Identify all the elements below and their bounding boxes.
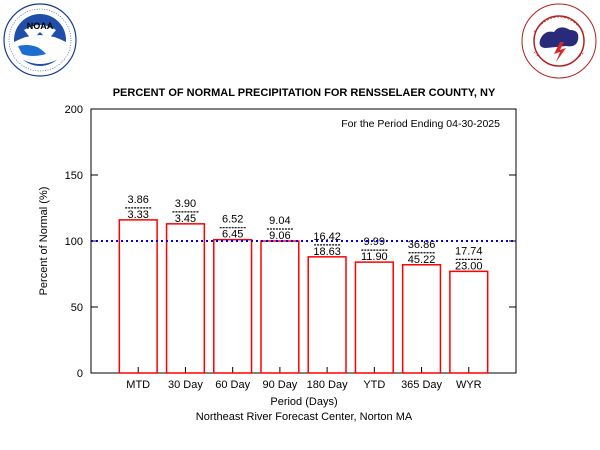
y-tick-label: 200 — [65, 104, 83, 116]
x-axis-label: Period (Days) — [270, 396, 337, 408]
normal-value-label: 6.45 — [222, 229, 243, 241]
chart-subtitle: For the Period Ending 04-30-2025 — [341, 118, 500, 130]
normal-value-label: 23.00 — [455, 260, 483, 272]
x-tick-label: 90 Day — [262, 379, 297, 391]
value-label: 36.86 45.22 — [408, 239, 436, 266]
noaa-logo-icon: NOAA — [3, 3, 77, 77]
bar — [354, 261, 394, 374]
normal-value-label: 3.45 — [175, 213, 196, 225]
x-tick-label: 60 Day — [215, 379, 250, 391]
observed-value-label: 9.04 — [269, 215, 290, 227]
bar — [165, 223, 206, 374]
x-tick-label: MTD — [126, 379, 150, 391]
value-label: 9.99 11.90 — [361, 236, 388, 263]
normal-value-label: 9.06 — [269, 230, 290, 242]
bar — [449, 270, 489, 374]
bar — [307, 256, 347, 374]
x-tick-label: 365 Day — [401, 379, 442, 391]
observed-value-label: 9.99 — [364, 236, 385, 248]
noaa-logo-text: NOAA — [27, 21, 54, 31]
x-tick-label: WYR — [456, 379, 482, 391]
chart-title: PERCENT OF NORMAL PRECIPITATION FOR RENS… — [113, 87, 496, 99]
y-tick-label: 0 — [77, 368, 83, 380]
bars: 3.86 3.33 3.90 3.45 6.52 6.45 9.04 9.06 16.42 18.… — [118, 194, 489, 374]
x-tick-label: YTD — [363, 379, 385, 391]
bar — [213, 238, 253, 374]
observed-value-label: 16.42 — [313, 231, 341, 243]
observed-value-label: 3.86 — [128, 194, 149, 206]
value-label: 16.42 18.63 — [313, 231, 341, 258]
value-label: 17.74 23.00 — [455, 245, 483, 272]
value-label: 9.04 9.06 — [266, 215, 293, 242]
x-tick-label: 180 Day — [307, 379, 348, 391]
normal-value-label: 45.22 — [408, 254, 436, 266]
normal-value-label: 18.63 — [313, 246, 341, 258]
bar — [401, 264, 442, 374]
value-label: 6.52 6.45 — [219, 214, 246, 241]
y-tick-label: 50 — [71, 302, 83, 314]
normal-value-label: 11.90 — [361, 251, 388, 263]
y-tick-label: 100 — [65, 236, 83, 248]
credit-line: Northeast River Forecast Center, Norton … — [196, 411, 413, 423]
y-axis-label: Percent of Normal (%) — [38, 187, 50, 296]
y-axis: 0 50 100 150 200 — [65, 104, 516, 380]
x-axis: MTD 30 Day 60 Day 90 Day 180 Day YTD 365 Day WY… — [126, 367, 482, 391]
x-tick-label: 30 Day — [168, 379, 203, 391]
value-label: 3.86 3.33 — [125, 194, 152, 221]
observed-value-label: 6.52 — [222, 214, 243, 226]
normal-value-label: 3.33 — [128, 209, 149, 221]
observed-value-label: 17.74 — [455, 245, 483, 257]
bar — [118, 219, 158, 374]
y-tick-label: 150 — [65, 170, 83, 182]
bar — [260, 240, 300, 374]
value-label: 3.90 3.45 — [172, 198, 199, 225]
observed-value-label: 36.86 — [408, 239, 436, 251]
nws-logo-icon — [521, 3, 597, 79]
observed-value-label: 3.90 — [175, 198, 196, 210]
